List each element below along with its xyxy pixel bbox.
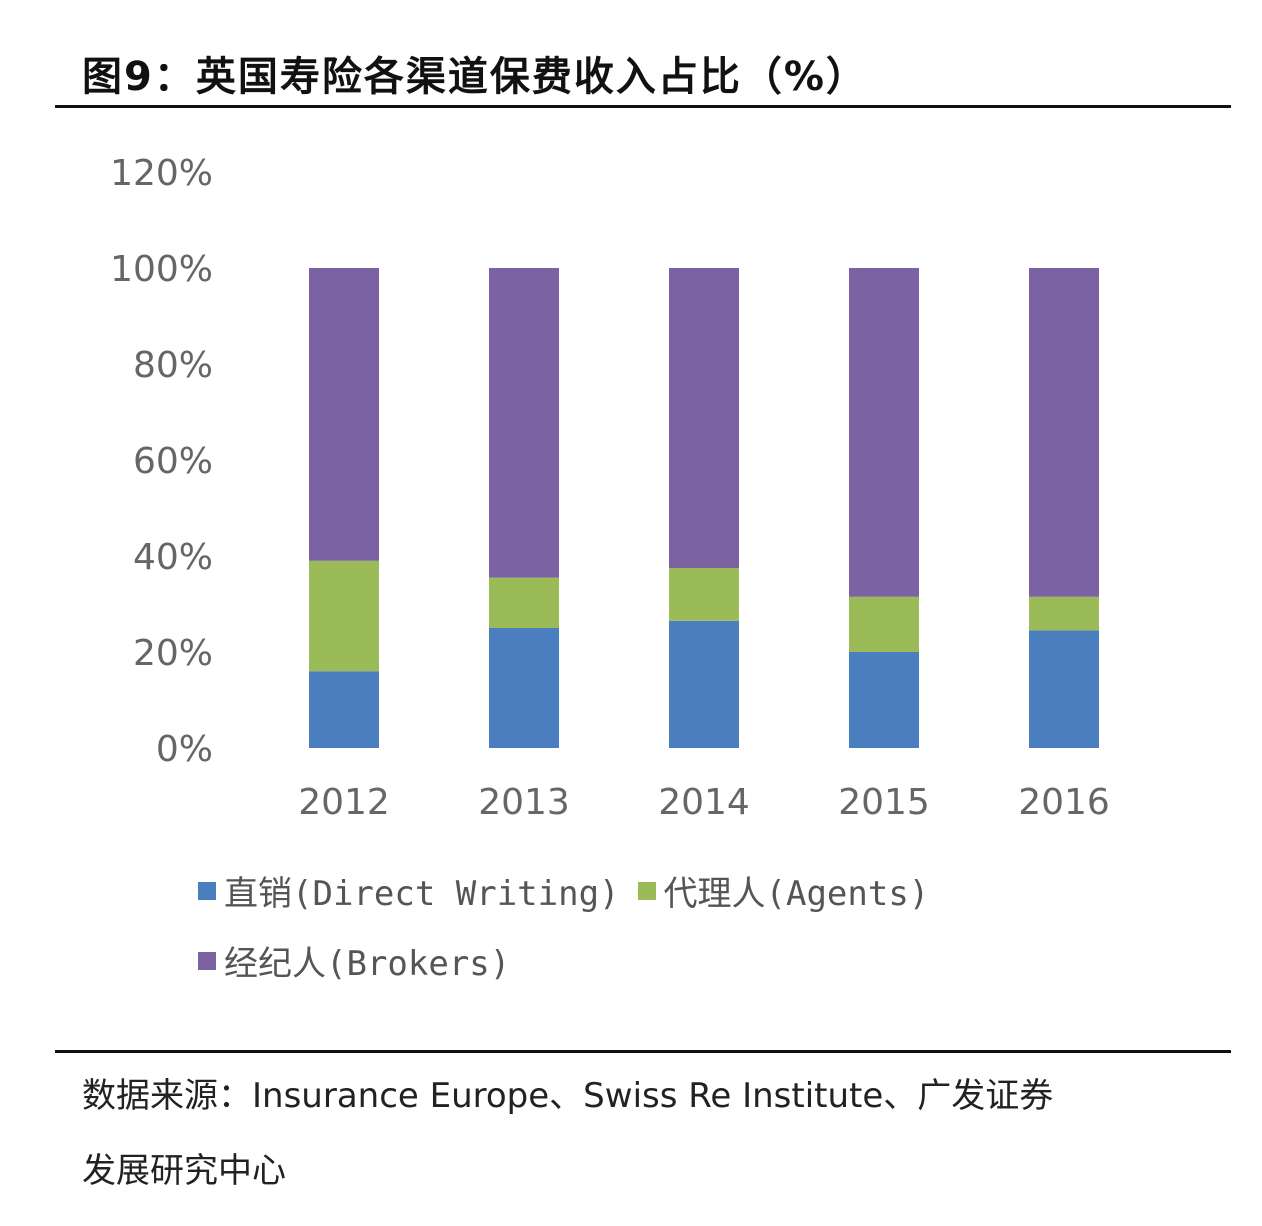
- y-tick-label: 0%: [156, 729, 213, 770]
- x-tick-label: 2013: [478, 782, 570, 823]
- bar-segment-agents-2013: [489, 577, 559, 628]
- top-rule: [55, 105, 1231, 108]
- bottom-rule: [55, 1050, 1231, 1053]
- bar-segment-direct-2015: [849, 652, 919, 748]
- legend-label-direct: 直销(Direct Writing): [224, 874, 620, 914]
- bar-segment-brokers-2014: [669, 268, 739, 568]
- bar-segment-direct-2012: [309, 671, 379, 748]
- bar-segment-brokers-2013: [489, 268, 559, 578]
- bar-segment-agents-2016: [1029, 596, 1099, 631]
- legend-swatch-direct: [198, 881, 216, 900]
- y-tick-label: 40%: [133, 537, 213, 578]
- y-tick-label: 20%: [133, 633, 213, 674]
- bar-segment-brokers-2015: [849, 268, 919, 597]
- x-tick-label: 2015: [838, 782, 930, 823]
- bar-segment-direct-2014: [669, 620, 739, 748]
- legend-label-agents: 代理人(Agents): [663, 874, 930, 914]
- bar-segment-brokers-2012: [309, 268, 379, 561]
- bar-segment-agents-2015: [849, 596, 919, 652]
- legend-row-1: 直销(Direct Writing) 代理人(Agents): [198, 866, 929, 915]
- y-tick-label: 100%: [110, 249, 213, 290]
- bar-segment-direct-2016: [1029, 630, 1099, 748]
- bar-segment-direct-2013: [489, 628, 559, 748]
- bar-segment-agents-2012: [309, 560, 379, 672]
- legend-swatch-brokers: [198, 951, 216, 970]
- bar-segment-agents-2014: [669, 568, 739, 621]
- x-tick-label: 2014: [658, 782, 750, 823]
- y-tick-label: 60%: [133, 441, 213, 482]
- x-tick-label: 2016: [1018, 782, 1110, 823]
- source-note: 数据来源：Insurance Europe、Swiss Re Institute…: [82, 1076, 1054, 1116]
- y-tick-label: 120%: [110, 153, 213, 194]
- legend-swatch-agents: [637, 881, 656, 900]
- legend-row-2: 经纪人(Brokers): [198, 936, 510, 985]
- bar-segment-brokers-2016: [1029, 268, 1099, 597]
- y-tick-label: 80%: [133, 345, 213, 386]
- x-tick-label: 2012: [298, 782, 390, 823]
- source-note-cont: 发展研究中心: [82, 1151, 286, 1191]
- legend-label-brokers: 经纪人(Brokers): [224, 944, 511, 984]
- chart-title: 图9：英国寿险各渠道保费收入占比（%）: [82, 54, 868, 100]
